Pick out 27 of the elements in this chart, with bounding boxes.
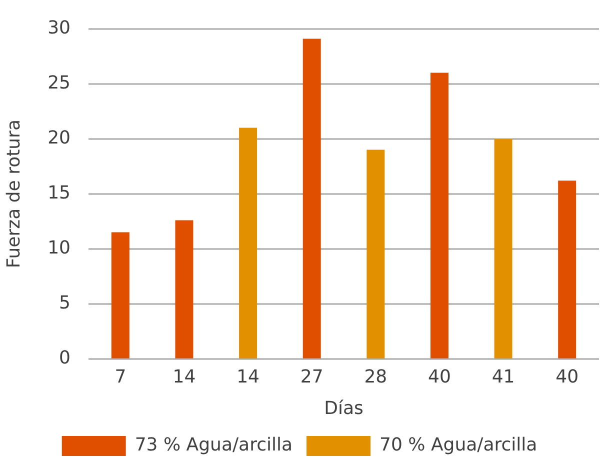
- y-tick-label: 30: [48, 17, 71, 38]
- x-tick-label: 41: [492, 366, 515, 388]
- x-tick-label: 40: [428, 366, 451, 388]
- legend-label: 70 % Agua/arcilla: [380, 434, 538, 456]
- y-tick-label: 15: [48, 182, 71, 204]
- bar: [111, 232, 130, 358]
- x-tick-label: 14: [236, 366, 260, 388]
- y-tick-label: 5: [59, 292, 71, 314]
- y-tick-label: 10: [48, 237, 71, 258]
- legend-label: 73 % Agua/arcilla: [134, 434, 293, 456]
- bar: [366, 150, 385, 358]
- x-tick-label: 14: [172, 366, 196, 388]
- y-tick-label: 20: [48, 127, 71, 148]
- bar: [175, 220, 194, 358]
- bar: [302, 38, 321, 358]
- x-tick-label: 40: [556, 366, 579, 388]
- bar: [494, 138, 512, 358]
- y-tick-label: 25: [48, 72, 71, 94]
- y-tick-label: 0: [59, 347, 71, 368]
- bar: [239, 128, 258, 358]
- y-axis-title: Fuerza de rotura: [3, 120, 24, 268]
- x-tick-label: 27: [300, 366, 324, 388]
- x-axis-title: Días: [324, 398, 364, 419]
- x-tick-label: 28: [364, 366, 388, 388]
- bar: [430, 72, 448, 358]
- bar: [558, 180, 576, 358]
- x-tick-label: 7: [114, 366, 126, 388]
